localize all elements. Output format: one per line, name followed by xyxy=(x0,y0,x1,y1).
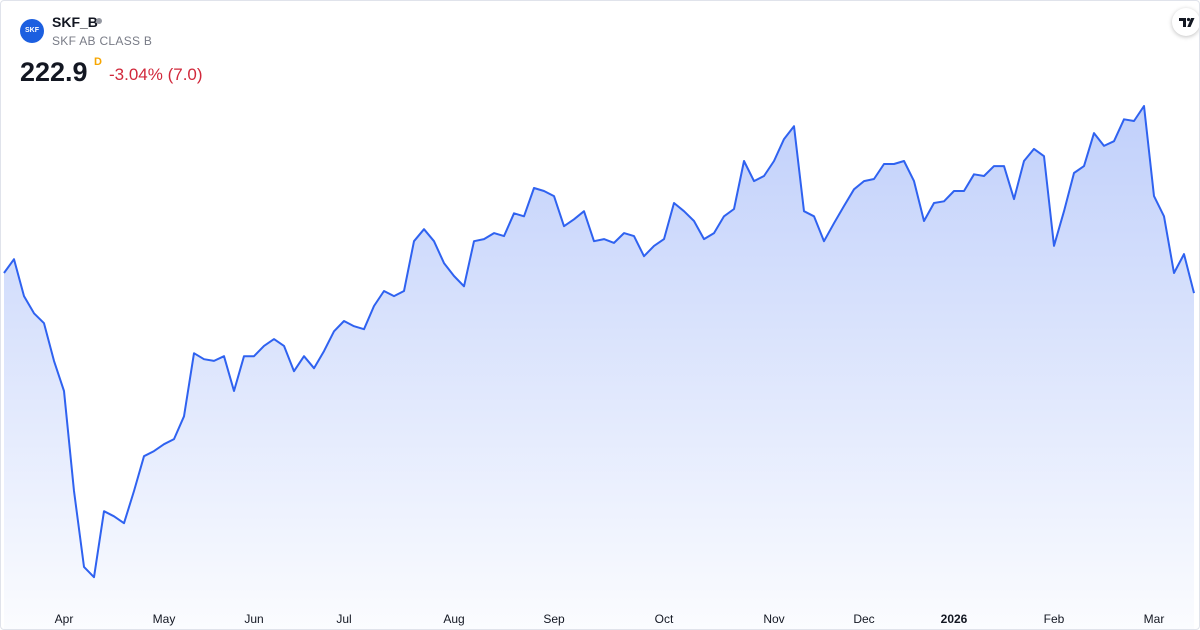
x-tick-label: Sep xyxy=(543,612,565,626)
area-fill xyxy=(4,106,1194,629)
status-dot xyxy=(96,18,102,24)
price-line xyxy=(3,105,1195,579)
x-tick-label: 2026 xyxy=(941,612,968,626)
resolution: D xyxy=(94,56,102,68)
x-tick-label: Apr xyxy=(55,612,74,626)
x-tick-label: Nov xyxy=(763,612,784,626)
description: SKF AB CLASS B xyxy=(52,34,153,48)
change: -3.04% (7.0) xyxy=(109,65,203,84)
x-tick-label: Feb xyxy=(1044,612,1065,626)
x-tick-label: Aug xyxy=(443,612,464,626)
x-tick-label: Dec xyxy=(853,612,874,626)
x-tick-label: Jun xyxy=(244,612,263,626)
x-tick-label: Jul xyxy=(336,612,351,626)
x-tick-label: Oct xyxy=(655,612,674,626)
logo: SKF xyxy=(20,19,44,43)
price: 222.9 xyxy=(20,57,88,87)
tv-logo-icon xyxy=(1179,17,1195,27)
x-tick-label: Mar xyxy=(1144,612,1165,626)
x-tick-label: May xyxy=(153,612,176,626)
symbol[interactable]: SKF_B xyxy=(52,14,98,30)
tv-logo[interactable] xyxy=(1172,8,1199,36)
